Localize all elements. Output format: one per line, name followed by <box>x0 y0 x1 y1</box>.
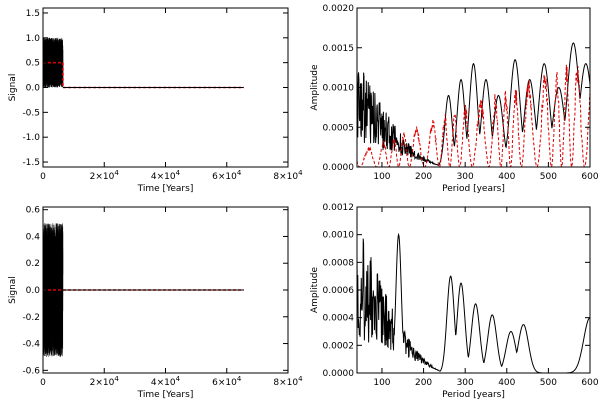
ytick-label-tl-3: 0.0 <box>26 84 41 94</box>
ytick-label-br-0: 0.0000 <box>323 369 355 379</box>
ytick-label-tr-4: 0.0020 <box>323 4 355 14</box>
ytick-label-tr-1: 0.0005 <box>323 123 355 133</box>
xtick-label-tl-4: 8×104 <box>273 169 303 182</box>
xtick-label-bl-4: 8×104 <box>273 375 303 388</box>
xtick-label-bl-1: 2×104 <box>90 375 120 388</box>
plot-area-tl <box>43 37 244 89</box>
ylabel-tr: Amplitude <box>310 64 320 111</box>
series-br-0 <box>357 232 590 373</box>
xlabel-bl: Time [Years] <box>137 390 194 400</box>
panel-tr: 100 200 300 400 500 600 0.0000 0.0005 0.0010 0.00… <box>310 4 599 194</box>
ytick-label-bl-2: -0.2 <box>22 313 40 323</box>
ytick-label-bl-4: 0.2 <box>26 259 40 269</box>
xtick-label-tr-0: 100 <box>373 172 390 182</box>
ytick-label-tl-5: 1.0 <box>26 34 41 44</box>
ytick-label-br-5: 0.0010 <box>323 231 355 241</box>
xtick-label-tr-3: 400 <box>498 172 515 182</box>
xtick-label-tl-0: 0 <box>40 172 46 182</box>
axes-frame-br <box>356 206 591 374</box>
ytick-label-br-6: 0.0012 <box>323 203 355 213</box>
ytick-label-tl-4: 0.5 <box>26 59 40 69</box>
ytick-label-tl-2: -0.5 <box>22 108 40 118</box>
ytick-label-tr-3: 0.0015 <box>323 44 355 54</box>
xlabel-br: Period [years] <box>442 390 505 400</box>
ytick-label-bl-6: 0.6 <box>26 206 41 216</box>
ylabel-bl: Signal <box>8 276 18 304</box>
ytick-label-tr-0: 0.0000 <box>323 163 355 173</box>
panel-bl: 0 2×104 4×104 6×104 8×104 -0.6 -0.4 -0.2 0.0 0.2 0… <box>8 206 303 400</box>
xtick-label-br-5: 600 <box>581 378 598 388</box>
ytick-label-br-3: 0.0006 <box>323 286 355 296</box>
xtick-label-br-3: 400 <box>498 378 515 388</box>
ytick-label-bl-5: 0.4 <box>26 232 41 242</box>
xtick-label-tl-3: 6×104 <box>212 169 242 182</box>
xtick-label-bl-0: 0 <box>40 378 46 388</box>
ytick-label-bl-0: -0.6 <box>22 366 40 376</box>
ytick-label-bl-3: 0.0 <box>26 286 41 296</box>
xtick-label-tr-1: 200 <box>415 172 432 182</box>
xtick-label-br-4: 500 <box>540 378 557 388</box>
series-tr-1 <box>357 64 590 167</box>
plot-area-br <box>357 232 590 373</box>
plot-area-tr <box>357 42 590 167</box>
ytick-label-tl-0: -1.5 <box>22 158 40 168</box>
ytick-label-tr-2: 0.0010 <box>323 84 355 94</box>
series-bl-0 <box>43 223 64 357</box>
xtick-label-bl-3: 6×104 <box>212 375 242 388</box>
xtick-label-tl-1: 2×104 <box>90 169 120 182</box>
xtick-label-br-2: 300 <box>457 378 474 388</box>
ytick-label-br-2: 0.0004 <box>323 314 355 324</box>
ytick-label-tl-6: 1.5 <box>26 9 40 19</box>
ytick-label-br-1: 0.0002 <box>323 341 355 351</box>
xtick-label-br-1: 200 <box>415 378 432 388</box>
xtick-label-tr-2: 300 <box>457 172 474 182</box>
xlabel-tl: Time [Years] <box>137 184 194 194</box>
xtick-label-tr-5: 600 <box>581 172 598 182</box>
xtick-label-br-0: 100 <box>373 378 390 388</box>
panel-tl: 0 2×104 4×104 6×104 8×104 -1.5 -1.0 -0.5 0.0 0.5 1… <box>8 7 303 194</box>
ytick-label-tl-1: -1.0 <box>22 133 40 143</box>
xlabel-tr: Period [years] <box>442 184 505 194</box>
ylabel-br: Amplitude <box>310 266 320 313</box>
ytick-label-br-4: 0.0008 <box>323 258 355 268</box>
xtick-label-tl-2: 4×104 <box>151 169 181 182</box>
series-tl-0 <box>43 37 64 88</box>
series-tl-1 <box>43 61 244 89</box>
ylabel-tl: Signal <box>8 74 18 102</box>
xtick-label-tr-4: 500 <box>540 172 557 182</box>
xtick-label-bl-2: 4×104 <box>151 375 181 388</box>
series-tr-0 <box>357 42 590 166</box>
ytick-label-bl-1: -0.4 <box>22 340 40 350</box>
plot-area-bl <box>43 223 244 357</box>
panel-br: 100 200 300 400 500 600 0.0000 0.0002 0.0004 0.00… <box>310 203 599 400</box>
